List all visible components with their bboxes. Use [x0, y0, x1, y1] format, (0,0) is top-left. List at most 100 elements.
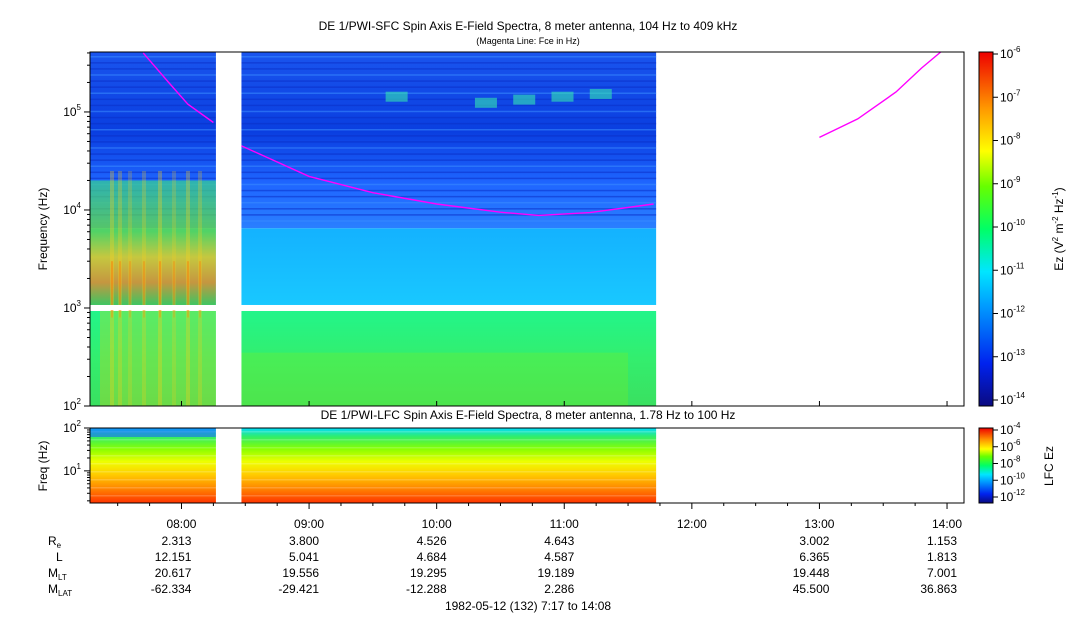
footer-time-range: 1982-05-12 (132) 7:17 to 14:08 [445, 599, 611, 613]
sfc-y-axis-label: Frequency (Hz) [36, 188, 50, 271]
x-tick-label: 14:00 [932, 517, 962, 531]
ephemeris-value: 1.153 [927, 534, 957, 548]
sfc-stripe [90, 208, 657, 210]
sfc-burst-core [173, 261, 175, 318]
sfc-stripe [90, 135, 657, 137]
lfc-colorbar-label: LFC Ez [1042, 446, 1056, 486]
sfc-burst-core [187, 261, 189, 318]
sfc-low-activity [241, 352, 629, 406]
sfc-y-axis: 102 103 104 105 [63, 52, 90, 413]
lfc-panel: 102 101 Freq (Hz) [36, 419, 965, 504]
y-tick-label: 104 [63, 201, 81, 217]
ephemeris-value: 7.001 [927, 566, 957, 580]
ephemeris-value: 45.500 [793, 582, 830, 596]
sfc-stripe [90, 141, 657, 143]
colorbar-tick-label: 10-13 [1000, 348, 1025, 364]
lfc-y-axis: 102 101 [63, 419, 90, 502]
ephemeris-row-label: Re [48, 534, 62, 550]
sfc-subtitle: (Magenta Line: Fce in Hz) [476, 36, 580, 46]
ephemeris-value: 5.041 [289, 550, 319, 564]
sfc-title: DE 1/PWI-SFC Spin Axis E-Field Spectra, … [319, 19, 738, 33]
colorbar-tick-label: 10-6 [1000, 438, 1021, 454]
sfc-stripe [90, 104, 657, 107]
lfc-low-blue [90, 428, 216, 437]
colorbar-tick-label: 10-9 [1000, 175, 1021, 191]
x-tick-label: 13:00 [804, 517, 834, 531]
colorbar-tick-label: 10-10 [1000, 471, 1025, 487]
sfc-burst [110, 170, 114, 406]
ephemeris-value: 4.684 [417, 550, 447, 564]
sfc-stripe [90, 177, 657, 180]
ephemeris-value: 4.587 [544, 550, 574, 564]
lfc-data-gap [215, 428, 242, 503]
sfc-burst [186, 170, 190, 406]
x-tick-label: 12:00 [677, 517, 707, 531]
lfc-stripe [90, 455, 657, 457]
sfc-emission [589, 88, 612, 99]
sfc-data-gap [215, 52, 242, 406]
lfc-y-axis-label: Freq (Hz) [36, 441, 50, 492]
y-tick-label: 105 [63, 103, 81, 119]
ephemeris-value: 1.813 [927, 550, 957, 564]
sfc-burst-core [143, 261, 145, 318]
ephemeris-row-label: MLT [48, 566, 67, 582]
ephemeris-value: 3.800 [289, 534, 319, 548]
y-tick-label: 102 [63, 419, 81, 435]
sfc-burst-core [199, 261, 201, 318]
sfc-stripe [90, 165, 657, 167]
sfc-stripe [90, 183, 657, 186]
ephemeris-value: 3.002 [799, 534, 829, 548]
ephemeris-value: 12.151 [155, 550, 192, 564]
sfc-burst [142, 170, 146, 406]
ephemeris-value: 36.863 [920, 582, 957, 596]
fce-line-segment [241, 145, 654, 217]
ephemeris-value: 19.448 [793, 566, 830, 580]
ephemeris-value: -62.334 [151, 582, 192, 596]
sfc-stripe [90, 116, 657, 119]
sfc-stripe [90, 220, 657, 222]
colorbar-tick-label: 10-4 [1000, 421, 1021, 437]
sfc-plot-frame [89, 51, 965, 407]
sfc-stripe [90, 68, 657, 70]
lfc-stripe [90, 463, 657, 465]
sfc-stripe [90, 159, 657, 161]
sfc-stripe [90, 171, 657, 174]
ephemeris-value: 19.189 [538, 566, 575, 580]
sfc-stripe [90, 201, 657, 204]
sfc-stripe [90, 122, 657, 125]
colorbar-tick-label: 10-8 [1000, 455, 1021, 471]
sfc-stripe [90, 214, 657, 216]
fce-line [142, 51, 942, 217]
sfc-emission [551, 91, 574, 102]
y-tick-label: 102 [63, 397, 81, 413]
ephemeris-row-label: MLAT [48, 582, 72, 598]
lfc-stripe [90, 479, 657, 481]
sfc-burst [128, 170, 132, 406]
sfc-emission [513, 94, 536, 105]
sfc-active-region [90, 180, 216, 308]
ephemeris-value: 19.295 [410, 566, 447, 580]
ephemeris-value: 2.313 [161, 534, 191, 548]
sfc-stripe [90, 189, 657, 192]
sfc-stripe [90, 195, 657, 198]
sfc-emission [474, 97, 497, 108]
ephemeris-table: Re 2.313 3.800 4.526 4.643 3.002 1.153 L 12.151 5… [48, 534, 957, 598]
sfc-stripe [90, 86, 657, 88]
sfc-stripe [90, 98, 657, 101]
sfc-low-hot [100, 310, 216, 406]
ephemeris-value: 19.556 [282, 566, 319, 580]
sfc-burst [118, 170, 122, 406]
x-tick-label: 09:00 [294, 517, 324, 531]
sfc-stripe [90, 153, 657, 155]
colorbar-tick-label: 10-6 [1000, 45, 1021, 61]
ephemeris-value: 4.643 [544, 534, 574, 548]
time-axis: 08:00 09:00 10:00 11:00 12:00 13:00 14:00 [117, 401, 962, 531]
ephemeris-value: -12.288 [406, 582, 447, 596]
ephemeris-row-label: L [56, 550, 63, 564]
sfc-burst-core [111, 261, 113, 318]
ephemeris-value: 2.286 [544, 582, 574, 596]
sfc-burst-core [129, 261, 131, 318]
fce-line-segment [142, 52, 214, 124]
